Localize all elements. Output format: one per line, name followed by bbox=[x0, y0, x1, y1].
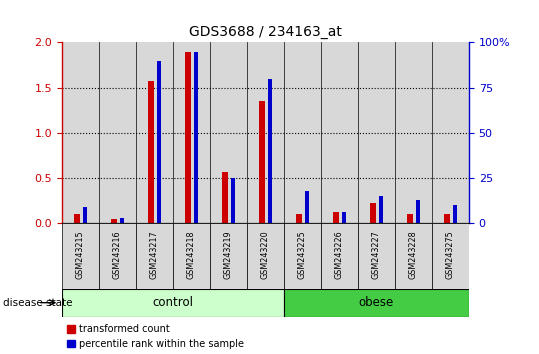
Text: GSM243275: GSM243275 bbox=[446, 230, 455, 279]
Text: GSM243216: GSM243216 bbox=[113, 230, 122, 279]
Text: GSM243219: GSM243219 bbox=[224, 230, 233, 279]
Legend: transformed count, percentile rank within the sample: transformed count, percentile rank withi… bbox=[67, 324, 245, 349]
Text: GSM243227: GSM243227 bbox=[372, 230, 381, 279]
Text: control: control bbox=[153, 296, 194, 309]
Bar bbox=[453, 205, 457, 223]
Bar bbox=[247, 42, 284, 223]
Text: disease state: disease state bbox=[3, 298, 72, 308]
Bar bbox=[99, 223, 136, 289]
Bar bbox=[136, 42, 173, 223]
Bar bbox=[157, 61, 161, 223]
Bar bbox=[185, 52, 191, 223]
Bar bbox=[173, 42, 210, 223]
Bar bbox=[370, 203, 376, 223]
Bar bbox=[305, 190, 309, 223]
Bar bbox=[407, 214, 413, 223]
Text: GSM243228: GSM243228 bbox=[409, 230, 418, 279]
Bar bbox=[432, 42, 469, 223]
Bar bbox=[62, 42, 99, 223]
Bar bbox=[395, 42, 432, 223]
Bar bbox=[268, 79, 272, 223]
Text: GSM243217: GSM243217 bbox=[150, 230, 159, 279]
Text: obese: obese bbox=[359, 296, 394, 309]
Bar bbox=[194, 52, 198, 223]
Bar bbox=[379, 196, 383, 223]
Title: GDS3688 / 234163_at: GDS3688 / 234163_at bbox=[189, 25, 342, 39]
Bar bbox=[284, 289, 469, 317]
Bar bbox=[173, 223, 210, 289]
Bar bbox=[231, 178, 235, 223]
Text: GSM243225: GSM243225 bbox=[298, 230, 307, 279]
Bar bbox=[296, 214, 302, 223]
Bar bbox=[444, 214, 450, 223]
Text: GSM243218: GSM243218 bbox=[187, 230, 196, 279]
Text: GSM243220: GSM243220 bbox=[261, 230, 270, 279]
Bar bbox=[247, 223, 284, 289]
Bar bbox=[395, 223, 432, 289]
Bar bbox=[62, 289, 284, 317]
Bar bbox=[416, 200, 420, 223]
Bar bbox=[284, 42, 321, 223]
Bar bbox=[99, 42, 136, 223]
Bar bbox=[62, 223, 99, 289]
Bar bbox=[321, 223, 358, 289]
Bar bbox=[83, 207, 87, 223]
Bar bbox=[358, 223, 395, 289]
Bar bbox=[74, 214, 80, 223]
Bar bbox=[120, 218, 124, 223]
Bar bbox=[210, 42, 247, 223]
Bar bbox=[333, 212, 338, 223]
Bar bbox=[136, 223, 173, 289]
Bar bbox=[259, 101, 265, 223]
Text: GSM243226: GSM243226 bbox=[335, 230, 344, 279]
Text: GSM243215: GSM243215 bbox=[76, 230, 85, 279]
Bar bbox=[284, 223, 321, 289]
Bar bbox=[432, 223, 469, 289]
Bar bbox=[342, 212, 345, 223]
Bar bbox=[148, 81, 154, 223]
Bar bbox=[358, 42, 395, 223]
Bar bbox=[210, 223, 247, 289]
Bar bbox=[222, 172, 227, 223]
Bar bbox=[321, 42, 358, 223]
Bar bbox=[111, 219, 117, 223]
